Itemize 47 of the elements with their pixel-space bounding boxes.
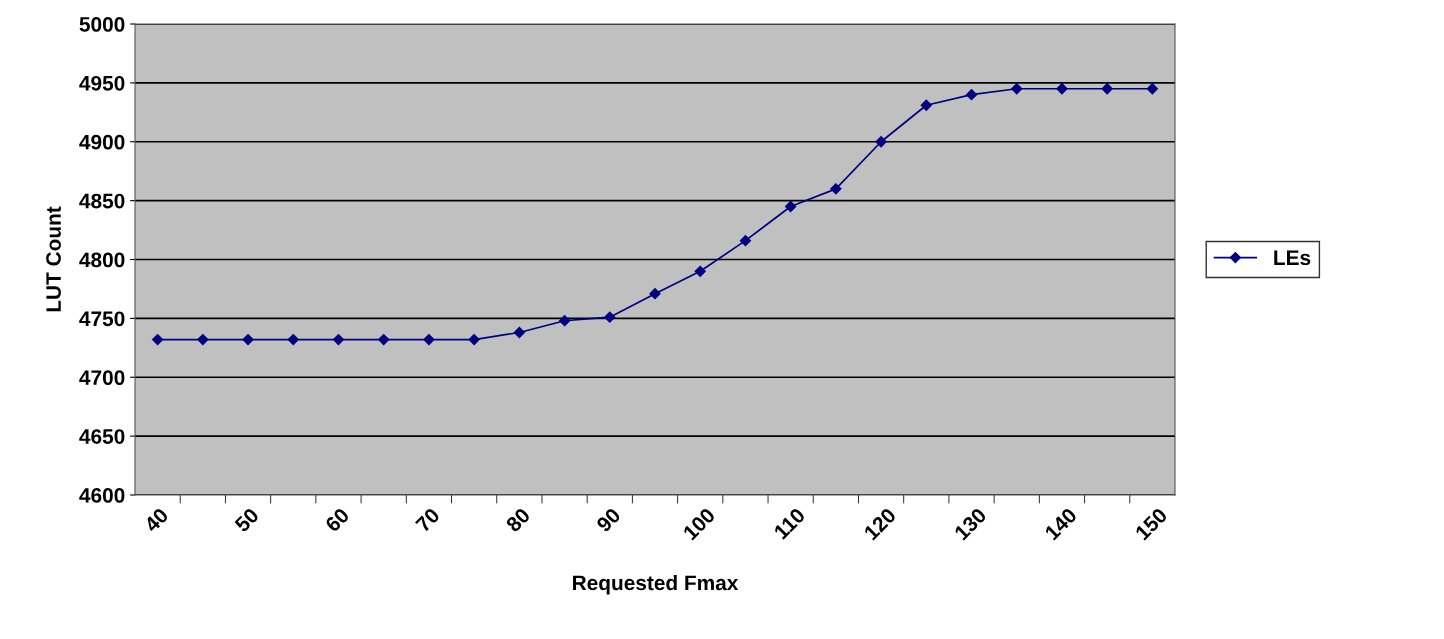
x-tick-label: 70 <box>414 507 441 533</box>
x-axis-title: Requested Fmax <box>573 574 739 595</box>
point <box>1146 83 1158 95</box>
y-tick-label: 4750 <box>79 311 125 327</box>
point <box>378 333 390 346</box>
x-tick-label: 110 <box>773 507 806 540</box>
x-tick-label: 50 <box>233 507 260 533</box>
point <box>197 333 209 346</box>
point <box>152 333 164 346</box>
point <box>287 333 299 346</box>
point <box>513 326 525 339</box>
x-tick-label: 90 <box>595 507 622 533</box>
y-tick-label: 4800 <box>79 252 125 268</box>
x-tick-label: 130 <box>953 507 988 541</box>
point <box>920 99 932 111</box>
y-tick-label: 4950 <box>79 75 125 91</box>
point <box>965 89 978 101</box>
point <box>875 136 887 148</box>
point <box>649 288 661 300</box>
point <box>332 333 345 346</box>
point <box>558 315 571 327</box>
point <box>739 235 752 247</box>
y-tick-label: 5000 <box>79 17 125 32</box>
y-tick-label: 4850 <box>79 193 125 209</box>
point <box>1011 83 1023 95</box>
point <box>785 200 797 213</box>
point <box>242 333 254 346</box>
x-tick-label: 100 <box>682 507 716 541</box>
point <box>1056 83 1068 95</box>
point <box>468 333 480 346</box>
y-tick-label: 4600 <box>79 488 125 503</box>
x-tick-label: 60 <box>324 507 351 533</box>
x-tick-label: 80 <box>505 507 531 533</box>
x-tick-label: 40 <box>143 507 170 534</box>
y-axis-title: LUT Count <box>46 206 61 312</box>
y-tick-label: 4650 <box>79 429 125 444</box>
x-tick-label: 150 <box>1134 507 1169 541</box>
point <box>423 333 435 346</box>
y-tick-label: 4700 <box>79 370 125 385</box>
point <box>1101 83 1113 95</box>
legend-label: LEs <box>1274 250 1311 266</box>
point <box>604 311 616 323</box>
y-tick-label: 4900 <box>79 134 125 150</box>
point <box>694 265 706 277</box>
x-tick-label: 140 <box>1044 507 1078 541</box>
x-tick-label: 120 <box>863 507 897 541</box>
point <box>830 183 842 195</box>
